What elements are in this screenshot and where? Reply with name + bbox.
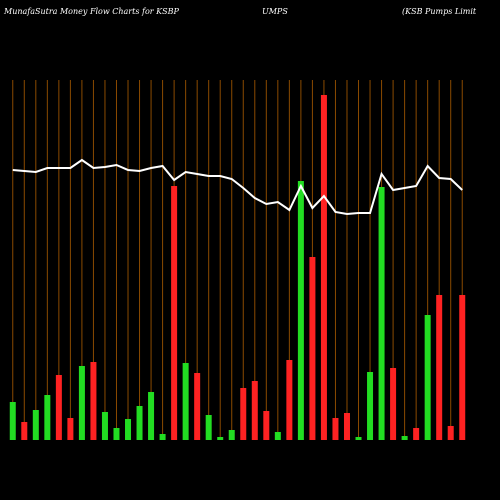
bar [194,373,201,440]
bar [228,430,235,440]
bar [274,432,281,440]
bar [390,368,397,440]
bar [171,186,178,440]
bar [401,436,408,440]
bar [113,428,120,440]
bar [159,434,166,440]
bar [78,366,85,440]
bar [320,95,327,440]
bar [436,295,443,440]
bar [240,388,247,440]
chart-title: MunafaSutra Money Flow Charts for KSBP [3,7,179,16]
chart-title: (KSB Pumps Limit [402,7,477,16]
bar [125,419,132,440]
bar [459,295,466,440]
bar [148,392,155,440]
bar [309,257,316,440]
bar [263,411,270,440]
bar [332,418,339,440]
line [12,158,463,216]
bar [55,375,62,440]
bar [217,437,224,440]
bar [9,402,16,440]
bar [447,426,454,440]
bar [90,362,97,440]
bar [182,363,189,440]
bar [367,372,374,440]
chart-title: UMPS [262,7,288,16]
bar [205,415,212,440]
bar [136,406,143,440]
bar [297,181,304,440]
bar [413,428,420,440]
bar [67,418,74,440]
bar [424,315,431,440]
bar [378,187,385,440]
bar [21,422,28,440]
bar [44,395,51,440]
bar [343,413,350,440]
bar [101,412,108,440]
bar [355,437,362,440]
bar [251,381,258,440]
bar [32,410,39,440]
bar [286,360,293,440]
